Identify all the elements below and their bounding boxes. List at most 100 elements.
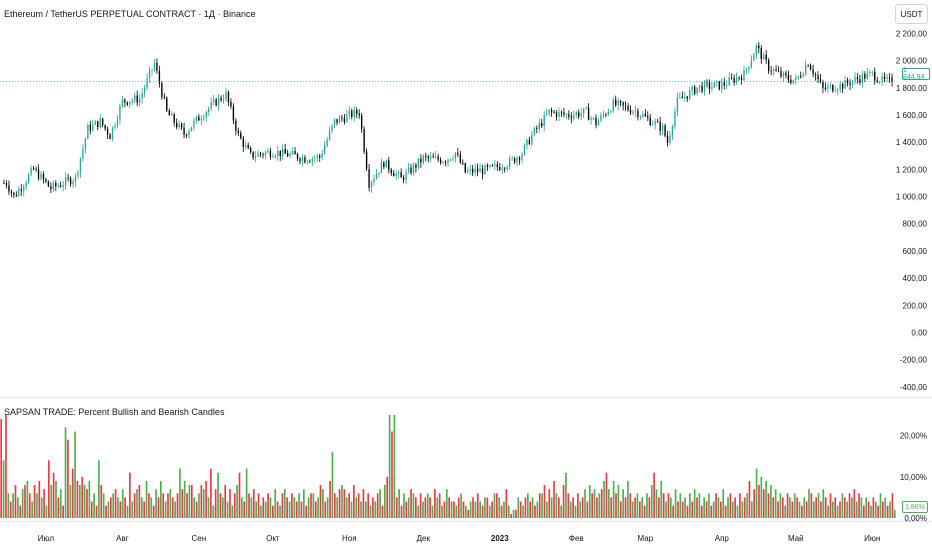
indicator-bar xyxy=(90,501,93,518)
indicator-bar xyxy=(417,505,420,518)
indicator-bar xyxy=(190,485,193,518)
indicator-bar xyxy=(858,493,860,518)
indicator-bar xyxy=(581,497,584,518)
indicator-bar xyxy=(567,493,570,518)
candle-body xyxy=(151,69,153,71)
indicator-bar xyxy=(310,493,312,518)
candle-body xyxy=(30,168,32,175)
currency-button[interactable]: USDT xyxy=(895,4,928,24)
candle-body xyxy=(649,117,651,125)
candle-body xyxy=(634,110,637,112)
candle-body xyxy=(735,77,738,83)
indicator-bar xyxy=(267,493,269,518)
indicator-bar xyxy=(436,497,439,518)
candle-body xyxy=(114,125,116,128)
candle-body xyxy=(195,116,198,121)
candle-body xyxy=(92,124,94,131)
candle-body xyxy=(521,154,523,160)
candle-body xyxy=(210,102,212,109)
candle-body xyxy=(338,117,341,123)
indicator-bar xyxy=(729,493,732,518)
indicator-bar xyxy=(708,493,710,518)
indicator-bar xyxy=(302,489,305,518)
candle-body xyxy=(464,163,466,173)
indicator-bar xyxy=(155,489,157,518)
indicator-bar xyxy=(665,501,667,518)
candle-body xyxy=(763,54,765,59)
indicator-bar xyxy=(143,501,146,518)
indicator-bar xyxy=(19,505,22,518)
indicator-bar xyxy=(598,493,601,518)
indicator-bar xyxy=(367,493,370,518)
candle-body xyxy=(718,81,721,90)
candle-body xyxy=(200,118,203,121)
candle-body xyxy=(484,165,486,175)
indicator-bar xyxy=(341,485,343,518)
candle-body xyxy=(511,158,513,159)
candle-body xyxy=(42,173,45,180)
x-tick-label: Окт xyxy=(266,534,280,543)
candle-body xyxy=(573,114,575,119)
indicator-bar xyxy=(860,497,863,518)
indicator-bar xyxy=(824,497,827,518)
candle-body xyxy=(257,153,259,157)
candle-body xyxy=(738,77,740,79)
candle-body xyxy=(434,156,437,158)
indicator-bar xyxy=(789,497,791,518)
candle-body xyxy=(548,109,550,114)
candle-body xyxy=(57,185,59,187)
indicator-bar xyxy=(186,493,188,518)
candle-body xyxy=(249,148,252,153)
candle-body xyxy=(580,113,582,117)
indicator-bar xyxy=(105,505,107,518)
candle-body xyxy=(304,157,306,163)
candle-body xyxy=(656,121,659,123)
candle-body xyxy=(99,118,101,128)
indicator-bar xyxy=(360,501,362,518)
indicator-bar xyxy=(291,493,293,518)
candle-body xyxy=(220,97,222,101)
candle-body xyxy=(767,59,770,71)
indicator-bar xyxy=(171,497,174,518)
indicator-bar xyxy=(467,509,470,518)
indicator-bar xyxy=(269,497,272,518)
x-tick-label: Ноя xyxy=(342,534,357,543)
indicator-bar xyxy=(336,497,339,518)
candle-body xyxy=(425,156,427,157)
candle-body xyxy=(592,117,595,119)
candle-body xyxy=(378,172,380,174)
candle-body xyxy=(782,73,785,77)
indicator-bar xyxy=(774,489,777,518)
indicator-bar xyxy=(5,415,7,518)
indicator-bar xyxy=(593,489,596,518)
indicator-bar xyxy=(734,497,736,518)
indicator-bar xyxy=(140,497,143,518)
candle-body xyxy=(259,153,262,155)
indicator-bar xyxy=(410,489,412,518)
indicator-bar xyxy=(493,493,496,518)
indicator-bar xyxy=(760,476,763,518)
candle-body xyxy=(770,70,772,72)
candle-body xyxy=(518,157,521,160)
indicator-bar xyxy=(119,501,122,518)
candle-body xyxy=(452,158,454,160)
candle-body xyxy=(689,90,691,99)
indicator-bar xyxy=(658,497,660,518)
indicator-bar xyxy=(624,497,627,518)
indicator-bar xyxy=(362,489,365,518)
candle-body xyxy=(370,181,373,188)
indicator-y-tick-label: 20,00% xyxy=(900,432,927,441)
candle-body xyxy=(854,77,856,82)
candle-body xyxy=(787,75,790,80)
indicator-bar xyxy=(257,493,260,518)
indicator-bar xyxy=(224,485,227,518)
candle-body xyxy=(817,75,819,80)
indicator-bar xyxy=(369,505,372,518)
indicator-bar xyxy=(379,489,381,518)
indicator-bar xyxy=(786,493,789,518)
candle-body xyxy=(777,70,780,72)
candle-body xyxy=(449,159,452,161)
indicator-bar xyxy=(195,501,198,518)
